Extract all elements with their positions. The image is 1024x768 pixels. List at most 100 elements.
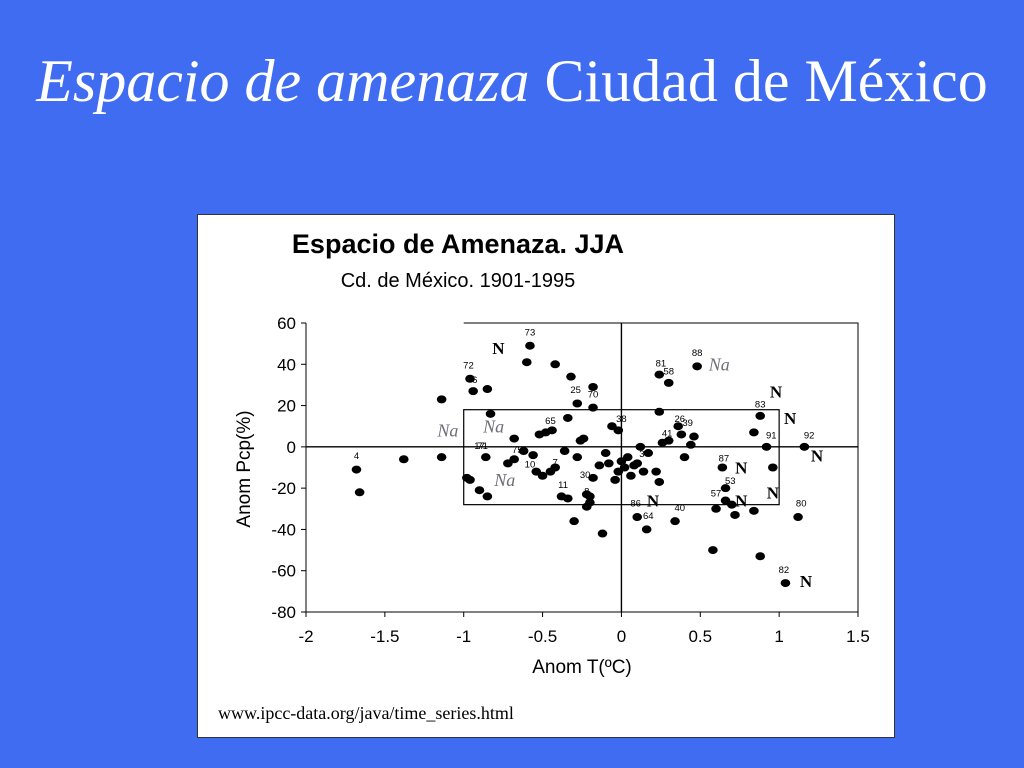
data-point [518, 446, 529, 455]
data-point [604, 459, 614, 468]
y-tick-label: 20 [277, 397, 296, 416]
x-tick-label: -1 [456, 627, 471, 646]
year-label: 4 [354, 451, 359, 462]
scatter-chart: Espacio de Amenaza. JJA Cd. de México. 1… [218, 229, 870, 723]
data-point [673, 422, 684, 431]
data-point [755, 552, 766, 561]
source-url: www.ipcc-data.org/java/time_series.html [218, 703, 514, 723]
data-point [436, 453, 447, 462]
y-tick-label: -20 [271, 479, 296, 498]
data-point [525, 341, 535, 350]
data-point [749, 506, 759, 515]
x-tick-label: -0.5 [528, 627, 557, 646]
data-point [799, 442, 810, 451]
data-point [398, 455, 409, 464]
data-point [351, 465, 362, 474]
data-point [537, 471, 548, 480]
data-point [572, 399, 583, 408]
x-tick-label: 0 [617, 627, 626, 646]
data-point [509, 455, 519, 464]
data-point [692, 362, 702, 371]
year-label: 25 [570, 385, 581, 396]
data-points [351, 341, 810, 588]
year-label: 7 [553, 457, 558, 468]
x-tick-label: -1.5 [370, 627, 399, 646]
data-point [793, 513, 803, 522]
data-point [436, 395, 447, 404]
marker-n: N [767, 483, 780, 502]
data-point [679, 453, 690, 462]
data-point [613, 426, 624, 435]
year-label: 80 [796, 499, 807, 510]
data-point [585, 498, 595, 507]
data-point [730, 510, 740, 519]
year-label: 11 [558, 480, 568, 491]
x-tick-label: -2 [298, 627, 313, 646]
data-point [585, 492, 595, 501]
year-label: 17 [474, 441, 485, 452]
year-label: 72 [463, 360, 474, 371]
y-tick-label: -60 [271, 562, 296, 581]
year-label: 82 [779, 565, 790, 576]
marker-n: N [735, 492, 748, 511]
threat-box [463, 409, 780, 506]
year-label: 6 [472, 375, 477, 386]
year-label: 58 [663, 367, 674, 378]
y-tick-label: -80 [271, 603, 296, 622]
marker-n: N [492, 339, 505, 358]
data-point [626, 471, 636, 480]
chart-subtitle: Cd. de México. 1901-1995 [341, 270, 576, 292]
x-tick-label: 1.5 [846, 627, 870, 646]
marker-n: N [800, 572, 813, 591]
data-point [462, 473, 472, 482]
data-point [600, 449, 611, 458]
data-point [480, 453, 491, 462]
data-point [468, 387, 478, 396]
axes: -2 -1.5 -1 -0.5 0 0.5 1 1.5 60 40 20 0 -20 -40 -60 -80 [271, 314, 869, 646]
year-label: 92 [804, 431, 815, 442]
year-label: 3 [639, 449, 644, 460]
year-label: 10 [525, 460, 536, 471]
year-label: 75 [512, 445, 523, 456]
marker-n: N [811, 446, 824, 465]
data-point [708, 546, 718, 555]
data-point [588, 382, 598, 391]
data-point [588, 473, 598, 482]
year-label: 81 [656, 358, 667, 369]
slide-title-rest: Ciudad de México [529, 48, 988, 114]
data-point [465, 374, 475, 383]
year-label: 65 [545, 416, 556, 427]
marker-na: Na [482, 416, 504, 436]
year-label: 26 [674, 414, 685, 425]
marker-n: N [647, 492, 660, 511]
data-point [638, 467, 649, 476]
data-point [482, 492, 493, 501]
x-axis-label: Anom T(ºC) [532, 657, 632, 678]
year-label: 73 [525, 327, 536, 338]
data-point [717, 463, 728, 472]
x-tick-label: 1 [774, 627, 783, 646]
marker-n: N [770, 382, 783, 401]
y-tick-label: 40 [277, 355, 296, 374]
y-tick-label: -40 [271, 520, 296, 539]
data-point [569, 517, 579, 526]
data-point [780, 579, 791, 588]
data-point [641, 525, 652, 534]
data-point [643, 449, 654, 458]
data-point [720, 484, 731, 493]
data-point [485, 409, 496, 418]
slide-title-italic: Espacio de amenaza [36, 48, 530, 114]
data-point [663, 436, 674, 445]
data-point [588, 403, 598, 412]
chart-title: Espacio de Amenaza. JJA [292, 229, 624, 259]
data-point [610, 475, 620, 484]
data-point [482, 385, 493, 394]
data-point [563, 413, 573, 422]
data-point [522, 358, 532, 367]
data-point [768, 463, 778, 472]
data-point [509, 434, 519, 443]
marker-na: Na [436, 421, 458, 441]
data-point [566, 372, 576, 381]
